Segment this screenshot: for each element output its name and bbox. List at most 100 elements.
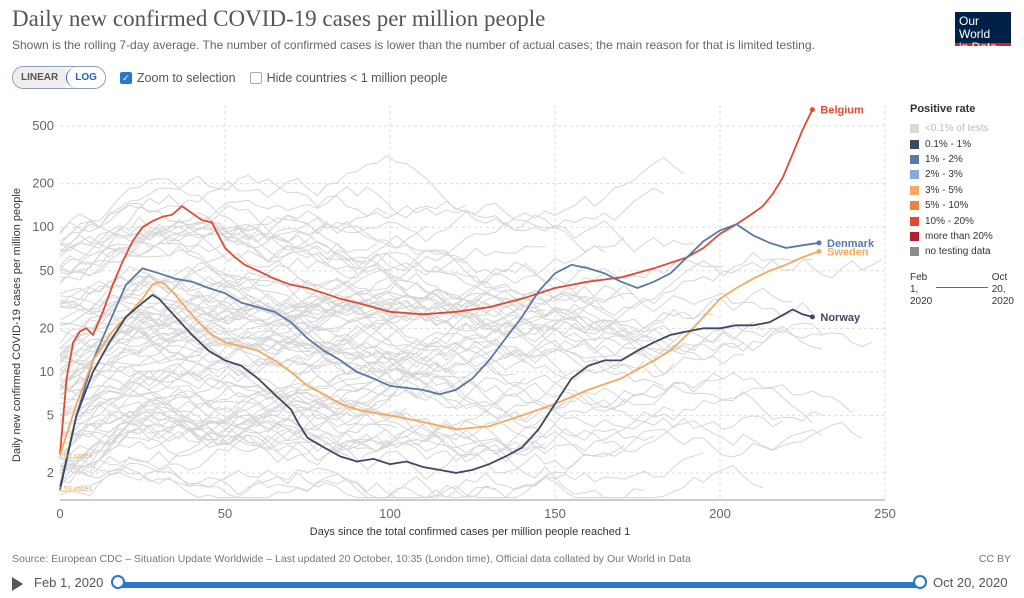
timeline-end-handle[interactable] — [913, 575, 927, 589]
series-end-marker — [816, 248, 822, 254]
legend-swatch — [910, 170, 919, 180]
background-line — [59, 332, 675, 391]
background-line — [59, 417, 586, 474]
background-line — [59, 225, 427, 270]
y-axis-label: Daily new confirmed COVID-19 cases per m… — [11, 188, 23, 462]
series-end-marker — [809, 107, 815, 113]
y-tick-label: 2 — [47, 465, 54, 480]
checkbox-checked-icon: ✓ — [119, 71, 132, 84]
background-line — [59, 384, 437, 468]
background-line — [59, 265, 417, 333]
legend-item[interactable]: 10% - 20% — [910, 213, 993, 228]
background-line — [59, 362, 675, 430]
background-line — [59, 311, 823, 396]
legend-end-date: Oct 20, 2020 — [992, 272, 1014, 308]
legend-item[interactable]: 1% - 2% — [910, 152, 993, 167]
start-year: 2020 — [910, 296, 933, 307]
annotation-sweden-start: 2.66 cases — [58, 453, 92, 460]
background-line — [59, 389, 823, 458]
background-line — [59, 155, 467, 233]
timeline-track[interactable] — [118, 582, 920, 588]
background-line — [59, 244, 368, 306]
background-line — [59, 413, 655, 481]
background-line — [59, 390, 397, 469]
background-line — [59, 185, 694, 281]
y-tick-label: 20 — [40, 320, 54, 335]
background-line — [59, 411, 546, 479]
legend-label: <0.1% of tests — [925, 123, 989, 135]
background-line — [59, 444, 625, 499]
legend-label: 3% - 5% — [925, 184, 963, 196]
legend-title: Positive rate — [910, 103, 976, 115]
log-scale-button[interactable]: LOG — [66, 67, 105, 88]
legend-item[interactable]: <0.1% of tests — [910, 121, 993, 136]
start-day: 1, — [910, 284, 919, 295]
background-line — [59, 212, 378, 258]
start-month: Feb — [910, 272, 928, 283]
legend-label: 5% - 10% — [925, 200, 969, 212]
background-line — [59, 275, 526, 328]
legend-item[interactable]: more than 20% — [910, 229, 993, 244]
y-tick-label: 500 — [32, 118, 54, 133]
background-line — [59, 403, 863, 484]
legend-swatch — [910, 154, 919, 164]
legend-item[interactable]: 5% - 10% — [910, 198, 993, 213]
checkbox-unchecked-icon — [249, 71, 262, 84]
background-line — [59, 459, 496, 499]
series-end-marker — [816, 240, 822, 246]
background-line — [59, 174, 625, 253]
legend-swatch — [910, 231, 919, 241]
legend-start-date: Feb 1, 2020 — [910, 272, 932, 308]
end-year: 2020 — [991, 296, 1014, 307]
hide-small-countries-checkbox[interactable]: Hide countries < 1 million people — [249, 71, 448, 85]
legend-label: 2% - 3% — [925, 169, 963, 181]
background-line — [59, 329, 823, 422]
legend-swatch — [910, 247, 919, 257]
series-line-sweden — [59, 250, 820, 456]
legend-swatch — [910, 185, 919, 195]
play-icon[interactable] — [12, 577, 23, 591]
legend-item[interactable]: 3% - 5% — [910, 183, 993, 198]
background-line — [59, 346, 387, 378]
background-line — [59, 236, 813, 343]
background-line — [59, 452, 704, 499]
timeline-end-label: Oct 20, 2020 — [933, 575, 1008, 590]
chart-subtitle: Shown is the rolling 7-day average. The … — [12, 38, 815, 52]
series-line-norway — [59, 293, 813, 490]
zoom-to-selection-checkbox[interactable]: ✓ Zoom to selection — [119, 70, 236, 85]
series-label-norway: Norway — [820, 312, 861, 324]
background-line — [59, 383, 823, 452]
x-tick-label: 50 — [218, 506, 232, 521]
zoom-label: Zoom to selection — [136, 70, 236, 85]
background-line — [59, 340, 526, 398]
linear-scale-button[interactable]: LINEAR — [13, 67, 67, 88]
background-line — [59, 261, 635, 321]
x-tick-label: 100 — [379, 506, 401, 521]
y-tick-label: 5 — [47, 407, 54, 422]
axis-ticks: 2 5 10 20 50 100 200 500 0 50 100 150 200 250 — [32, 118, 896, 521]
legend-item[interactable]: 0.1% - 1% — [910, 136, 993, 151]
license-link[interactable]: CC BY — [978, 553, 1011, 565]
background-line — [60, 279, 546, 321]
legend-item[interactable]: 2% - 3% — [910, 167, 993, 182]
timeline-start-handle[interactable] — [111, 575, 125, 589]
y-tick-label: 200 — [32, 176, 54, 191]
background-line — [59, 295, 675, 376]
background-line — [59, 338, 526, 415]
background-line — [59, 290, 496, 361]
y-tick-label: 10 — [40, 364, 54, 379]
chart-title: Daily new confirmed COVID-19 cases per m… — [12, 6, 546, 31]
legend-label: no testing data — [925, 246, 991, 258]
annotation-norway-start: 1.53 cases — [58, 486, 92, 493]
x-tick-label: 0 — [56, 506, 63, 521]
series-line-denmark — [59, 223, 820, 488]
legend-item[interactable]: no testing data — [910, 244, 993, 259]
series-label-sweden: Sweden — [827, 246, 869, 258]
owid-logo[interactable]: Our World in Data — [955, 12, 1011, 54]
timeline-slider: Feb 1, 2020 Oct 20, 2020 — [0, 572, 1024, 598]
series-end-marker — [809, 314, 815, 320]
timeline-start-label: Feb 1, 2020 — [34, 575, 104, 590]
series-label-denmark: Denmark — [827, 238, 875, 250]
legend-swatch — [910, 124, 919, 134]
